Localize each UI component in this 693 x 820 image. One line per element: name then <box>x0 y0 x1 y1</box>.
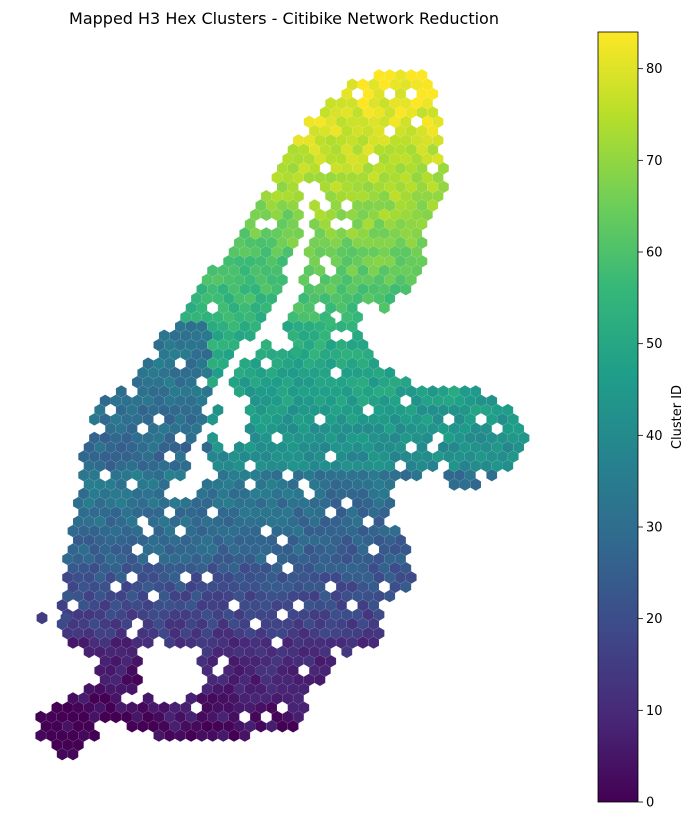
colorbar-tick-label: 80 <box>646 62 663 77</box>
colorbar-tick-label: 10 <box>646 704 663 719</box>
hex-cell <box>62 589 74 603</box>
colorbar-tick-label: 40 <box>646 429 663 444</box>
colorbar-tick-label: 50 <box>646 337 663 352</box>
colorbar-tick-label: 20 <box>646 612 663 627</box>
hex-cell <box>427 459 439 473</box>
hex-cell <box>400 282 412 296</box>
hex-cell <box>502 459 514 473</box>
hex-cell <box>368 636 380 650</box>
colorbar-tick-label: 30 <box>646 521 663 536</box>
colorbar-tick-label: 0 <box>646 796 654 811</box>
hex-cell <box>378 301 390 315</box>
hex-cell <box>60 611 72 625</box>
hex-cell <box>206 412 219 426</box>
hex-cell <box>36 611 48 625</box>
hex-cell <box>287 719 299 733</box>
hex-cell <box>470 478 482 491</box>
hex-cell <box>88 729 101 743</box>
colorbar-tick-label: 70 <box>646 154 663 169</box>
colorbar-label: Cluster ID <box>670 385 685 449</box>
hex-cell <box>142 636 154 650</box>
hex-cell <box>126 682 138 696</box>
hex-cell <box>486 468 498 482</box>
hex-cell <box>324 315 336 329</box>
hex-cell <box>384 589 396 603</box>
hex-cell <box>239 729 251 743</box>
colorbar <box>597 31 639 803</box>
colorbar-ticks: 0 10 20 30 40 50 60 70 80 <box>638 62 663 811</box>
hex-cell <box>67 747 79 761</box>
hex-cell <box>244 329 256 343</box>
hex-cell <box>174 468 186 482</box>
hex-cell <box>400 580 412 594</box>
chart-title: Mapped H3 Hex Clusters - Citibike Networ… <box>69 9 499 28</box>
hex-cell <box>341 645 353 659</box>
hex-cell <box>314 673 326 687</box>
hex-map <box>35 68 530 761</box>
colorbar-tick-label: 60 <box>646 246 663 261</box>
hex-cell <box>290 345 302 359</box>
hex-cell <box>411 468 423 482</box>
